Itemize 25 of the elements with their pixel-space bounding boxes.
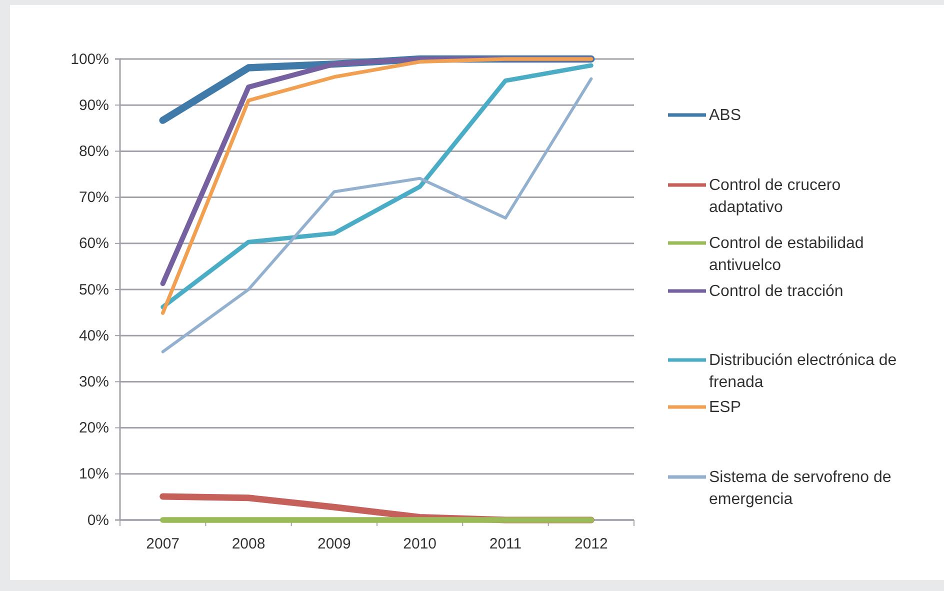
y-tick-label: 20% bbox=[78, 420, 109, 437]
y-tick-label: 0% bbox=[87, 512, 109, 529]
x-tick-label: 2008 bbox=[232, 536, 266, 553]
legend-label: Distribución electrónica de frenada bbox=[709, 352, 897, 391]
legend-label: Control de crucero adaptativo bbox=[709, 177, 841, 216]
y-tick-label: 80% bbox=[78, 143, 109, 160]
legend-label: ABS bbox=[709, 107, 742, 124]
line-series bbox=[161, 77, 593, 354]
y-tick-label: 70% bbox=[78, 189, 109, 206]
y-tick-label: 50% bbox=[78, 281, 109, 298]
x-tick-label: 2007 bbox=[146, 536, 180, 553]
legend-label: Sistema de servofreno de emergencia bbox=[709, 469, 892, 508]
y-tick-label: 10% bbox=[78, 466, 109, 483]
y-tick-label: 40% bbox=[78, 327, 109, 344]
legend-label: Control de tracción bbox=[709, 283, 844, 300]
y-tick-label: 60% bbox=[78, 235, 109, 252]
x-tick-label: 2012 bbox=[574, 536, 608, 553]
legend-label: Control de estabilidad antivuelco bbox=[709, 235, 864, 274]
y-tick-label: 90% bbox=[78, 96, 109, 114]
x-tick-label: 2009 bbox=[317, 536, 351, 553]
legend-label: ESP bbox=[709, 399, 742, 416]
y-tick-label: 100% bbox=[70, 50, 109, 68]
y-tick-label: 30% bbox=[78, 374, 109, 390]
x-tick-label: 2010 bbox=[403, 536, 437, 553]
x-tick-label: 2011 bbox=[489, 536, 522, 553]
